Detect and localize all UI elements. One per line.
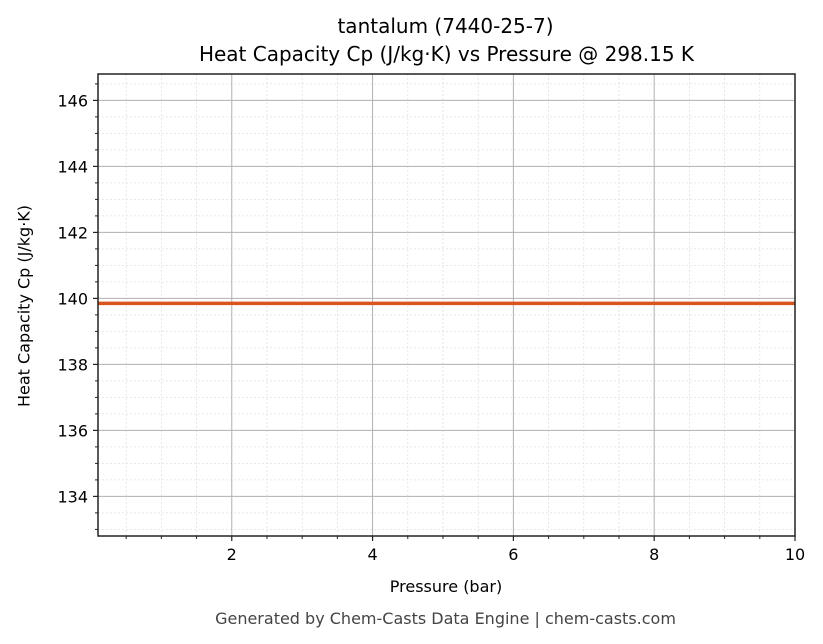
chart-title-property: Heat Capacity Cp (J/kg·K) vs Pressure @ … [198,42,695,66]
x-tick-label: 10 [785,545,805,564]
y-tick-label: 146 [57,91,88,110]
y-tick-label: 142 [57,223,88,242]
x-axis-label: Pressure (bar) [389,577,503,596]
chart-title-compound: tantalum (7440-25-7) [337,14,554,38]
y-tick-label: 136 [57,421,88,440]
axes-frame [97,73,796,537]
x-tick-label: 6 [508,545,518,564]
y-axis-label: Heat Capacity Cp (J/kg·K) [14,204,34,408]
x-tick-label: 2 [227,545,237,564]
y-tick-label: 134 [57,487,88,506]
y-tick-label: 144 [57,157,88,176]
footer-credit: Generated by Chem-Casts Data Engine | ch… [215,609,676,628]
x-tick-label: 8 [649,545,659,564]
x-tick-label: 4 [367,545,377,564]
y-tick-label: 138 [57,355,88,374]
y-tick-label: 140 [57,289,88,308]
